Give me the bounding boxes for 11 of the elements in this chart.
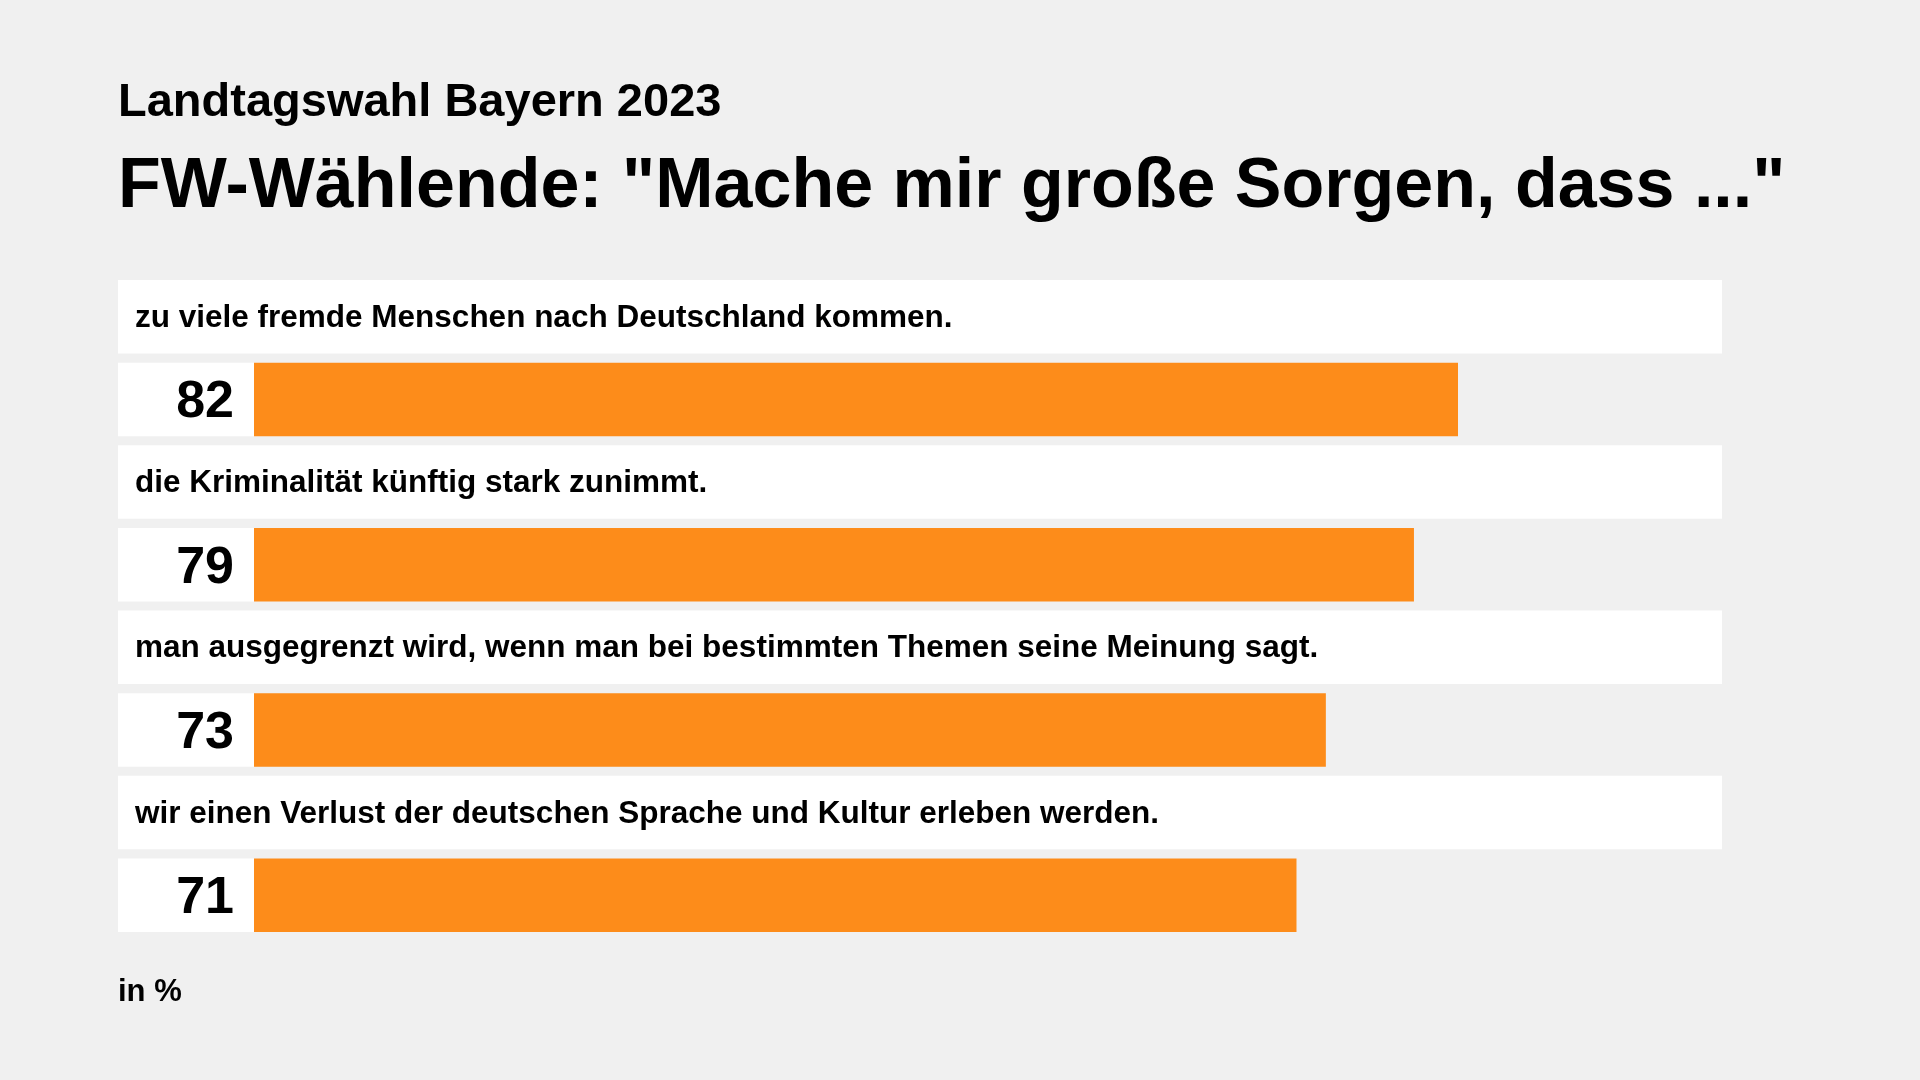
data-label: 71 xyxy=(176,866,234,925)
y-tick-label: zu viele fremde Menschen nach Deutschland kommen. xyxy=(135,297,953,334)
chart-title: FW-Wählende: "Mache mir große Sorgen, dass ..." xyxy=(118,144,1786,222)
y-tick-label: die Kriminalität künftig stark zunimmt. xyxy=(135,463,708,500)
chart-subtitle: Landtagswahl Bayern 2023 xyxy=(118,73,722,126)
data-label: 82 xyxy=(176,370,234,429)
text: in % xyxy=(118,973,182,1008)
data-label: 73 xyxy=(176,700,234,759)
data-label: 79 xyxy=(176,535,234,594)
y-tick-label: man ausgegrenzt wird, wenn man bei bestimmten Themen seine Meinung sagt. xyxy=(135,628,1319,665)
y-tick-label: wir einen Verlust der deutschen Sprache und Kultur erleben werden. xyxy=(134,793,1159,830)
